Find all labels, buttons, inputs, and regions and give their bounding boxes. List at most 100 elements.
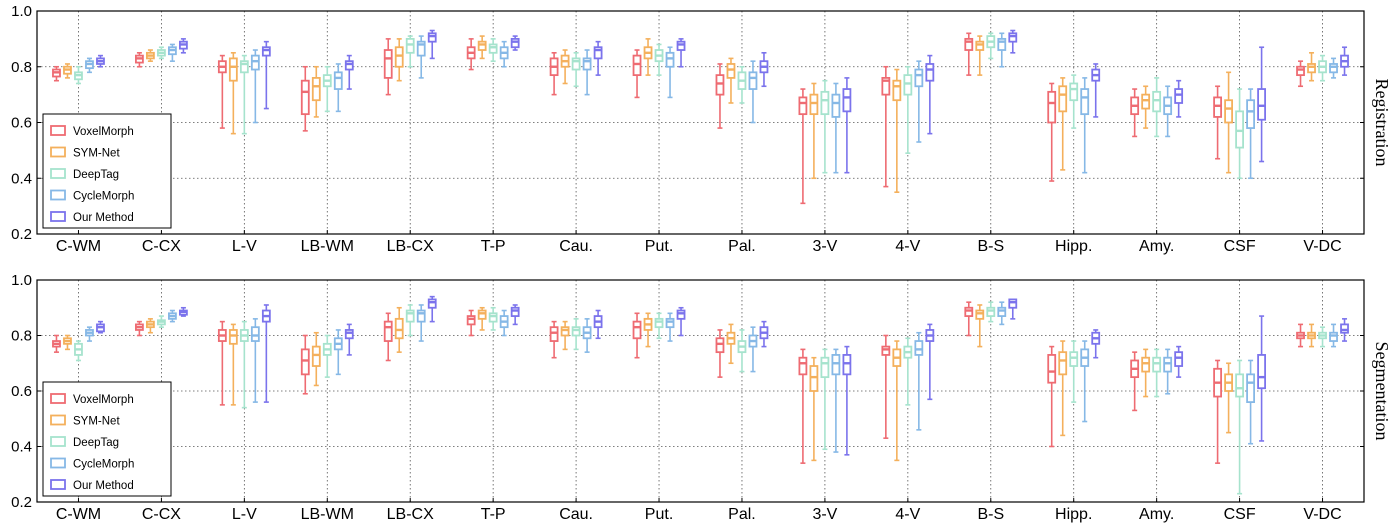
- box-iqr: [405, 37, 415, 54]
- box-iqr: [654, 317, 664, 329]
- box-voxelmorph: [52, 334, 61, 353]
- box-cyclemorph: [582, 49, 592, 96]
- box-iqr: [582, 57, 592, 71]
- box-iqr: [997, 37, 1007, 51]
- box-iqr: [1329, 331, 1338, 342]
- x-tick-label: 4-V: [895, 238, 920, 255]
- box-voxelmorph: [217, 320, 227, 406]
- box-sym-net: [228, 323, 238, 406]
- box-our-method: [676, 306, 686, 337]
- box-iqr: [1246, 99, 1255, 129]
- legend-label: CycleMorph: [73, 191, 134, 203]
- box-iqr: [488, 43, 498, 54]
- box-sym-net: [809, 82, 819, 180]
- box-cyclemorph: [748, 326, 758, 373]
- box-sym-net: [1224, 71, 1233, 174]
- side-label: Registration: [1372, 79, 1390, 167]
- box-iqr: [715, 337, 725, 354]
- box-iqr: [311, 77, 321, 102]
- box-cyclemorph: [499, 309, 509, 337]
- box-iqr: [427, 32, 437, 43]
- box-sym-net: [1307, 323, 1316, 348]
- box-iqr: [250, 54, 260, 71]
- box-voxelmorph: [383, 38, 393, 96]
- x-tick-label: C-WM: [56, 506, 101, 523]
- plot-frame: [36, 10, 1365, 235]
- box-iqr: [560, 326, 570, 337]
- box-iqr: [571, 326, 581, 337]
- box-deeptag: [405, 35, 415, 68]
- box-iqr: [1080, 88, 1090, 116]
- box-deeptag: [74, 65, 83, 85]
- box-deeptag: [571, 52, 581, 88]
- box-voxelmorph: [1130, 88, 1140, 138]
- box-voxelmorph: [881, 334, 891, 439]
- box-cyclemorph: [416, 35, 426, 79]
- x-tick-label: B-S: [977, 506, 1004, 523]
- box-cyclemorph: [1080, 340, 1090, 423]
- box-voxelmorph: [964, 32, 974, 76]
- box-deeptag: [157, 46, 166, 60]
- box-cyclemorph: [85, 326, 94, 342]
- y-tick-label: 0.4: [11, 170, 32, 187]
- box-voxelmorph: [1047, 82, 1057, 182]
- box-iqr: [1058, 351, 1068, 376]
- box-our-method: [427, 295, 437, 323]
- box-iqr: [1213, 96, 1222, 118]
- box-our-method: [593, 309, 603, 340]
- box-voxelmorph: [715, 63, 725, 129]
- box-deeptag: [322, 334, 332, 378]
- box-our-method: [1174, 79, 1184, 118]
- box-iqr: [809, 365, 819, 392]
- box-deeptag: [1318, 54, 1327, 82]
- box-cyclemorph: [333, 329, 343, 376]
- box-iqr: [344, 60, 354, 71]
- box-deeptag: [1318, 326, 1327, 348]
- x-tick-label: Put.: [645, 506, 673, 523]
- box-sym-net: [311, 65, 321, 118]
- x-tick-label: Put.: [645, 238, 673, 255]
- legend-label: SYM-Net: [73, 148, 120, 160]
- legend-label: SYM-Net: [73, 416, 120, 428]
- box-iqr: [1235, 110, 1244, 149]
- box-deeptag: [239, 54, 249, 135]
- x-tick-label: C-WM: [56, 238, 101, 255]
- box-iqr: [427, 298, 437, 309]
- legend-label: Our Method: [73, 212, 134, 224]
- box-iqr: [748, 71, 758, 90]
- legend-swatch: [50, 211, 66, 222]
- box-iqr: [510, 306, 520, 317]
- x-tick-label: B-S: [977, 238, 1004, 255]
- legend-swatch: [50, 479, 66, 490]
- box-voxelmorph: [135, 320, 144, 337]
- box-iqr: [665, 317, 675, 329]
- box-voxelmorph: [549, 320, 559, 359]
- y-tick-label: 1.0: [11, 272, 32, 289]
- box-our-method: [1174, 345, 1184, 378]
- box-iqr: [726, 63, 736, 79]
- y-tick-label: 0.6: [11, 115, 32, 132]
- box-sym-net: [560, 49, 570, 85]
- box-cyclemorph: [250, 318, 260, 403]
- box-iqr: [881, 345, 891, 356]
- box-iqr: [892, 79, 902, 102]
- legend-label: DeepTag: [73, 437, 119, 449]
- box-iqr: [632, 54, 642, 77]
- legend-label: VoxelMorph: [73, 394, 134, 406]
- box-voxelmorph: [632, 49, 642, 99]
- box-iqr: [228, 329, 238, 345]
- box-voxelmorph: [715, 329, 725, 378]
- box-our-method: [1008, 298, 1018, 320]
- box-iqr: [1069, 82, 1079, 102]
- box-our-method: [96, 54, 105, 68]
- box-our-method: [1257, 46, 1266, 163]
- legend-swatch: [50, 168, 66, 179]
- box-iqr: [1296, 65, 1305, 77]
- box-sym-net: [63, 63, 72, 79]
- box-iqr: [488, 312, 498, 323]
- box-iqr: [1163, 356, 1173, 373]
- box-iqr: [1257, 354, 1266, 390]
- box-iqr: [549, 326, 559, 342]
- x-tick-label: CSF: [1224, 506, 1256, 523]
- box-cyclemorph: [665, 46, 675, 99]
